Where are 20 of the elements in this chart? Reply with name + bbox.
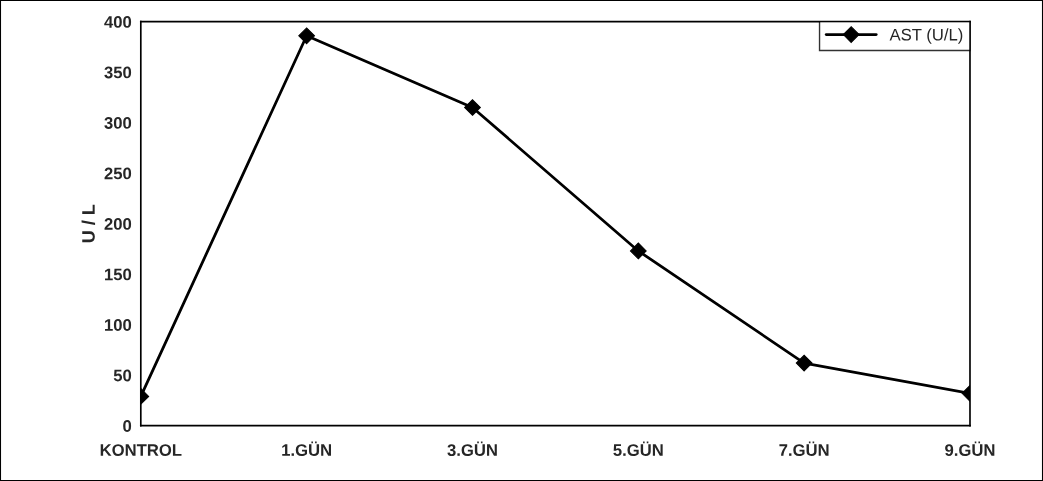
point: [629, 242, 647, 260]
x-tick-label: 5.GÜN: [613, 441, 663, 456]
y-tick-label: 350: [104, 66, 132, 79]
x-tick-label: 3.GÜN: [447, 441, 497, 457]
legend-label: AST (U/L): [889, 28, 963, 44]
x-tick-label: KONTROL: [100, 444, 182, 456]
y-tick-label: 0: [123, 420, 132, 432]
point: [298, 27, 316, 45]
y-tick-label: 150: [105, 268, 132, 281]
y-tick-label: 400: [104, 16, 132, 28]
y-tick-label: 50: [113, 369, 132, 382]
y-axis-title: U / L: [81, 204, 96, 243]
point: [464, 99, 481, 116]
x-tick-label: 7.GÜN: [779, 441, 829, 456]
x-tick-label: 9.GÜN: [945, 441, 995, 456]
y-tick-label: 300: [104, 117, 132, 129]
y-tick-label: 200: [104, 218, 132, 230]
y-tick-label: 100: [105, 319, 132, 331]
x-tick-label: 1.GÜN: [282, 441, 331, 456]
y-tick-label: 250: [104, 167, 132, 180]
